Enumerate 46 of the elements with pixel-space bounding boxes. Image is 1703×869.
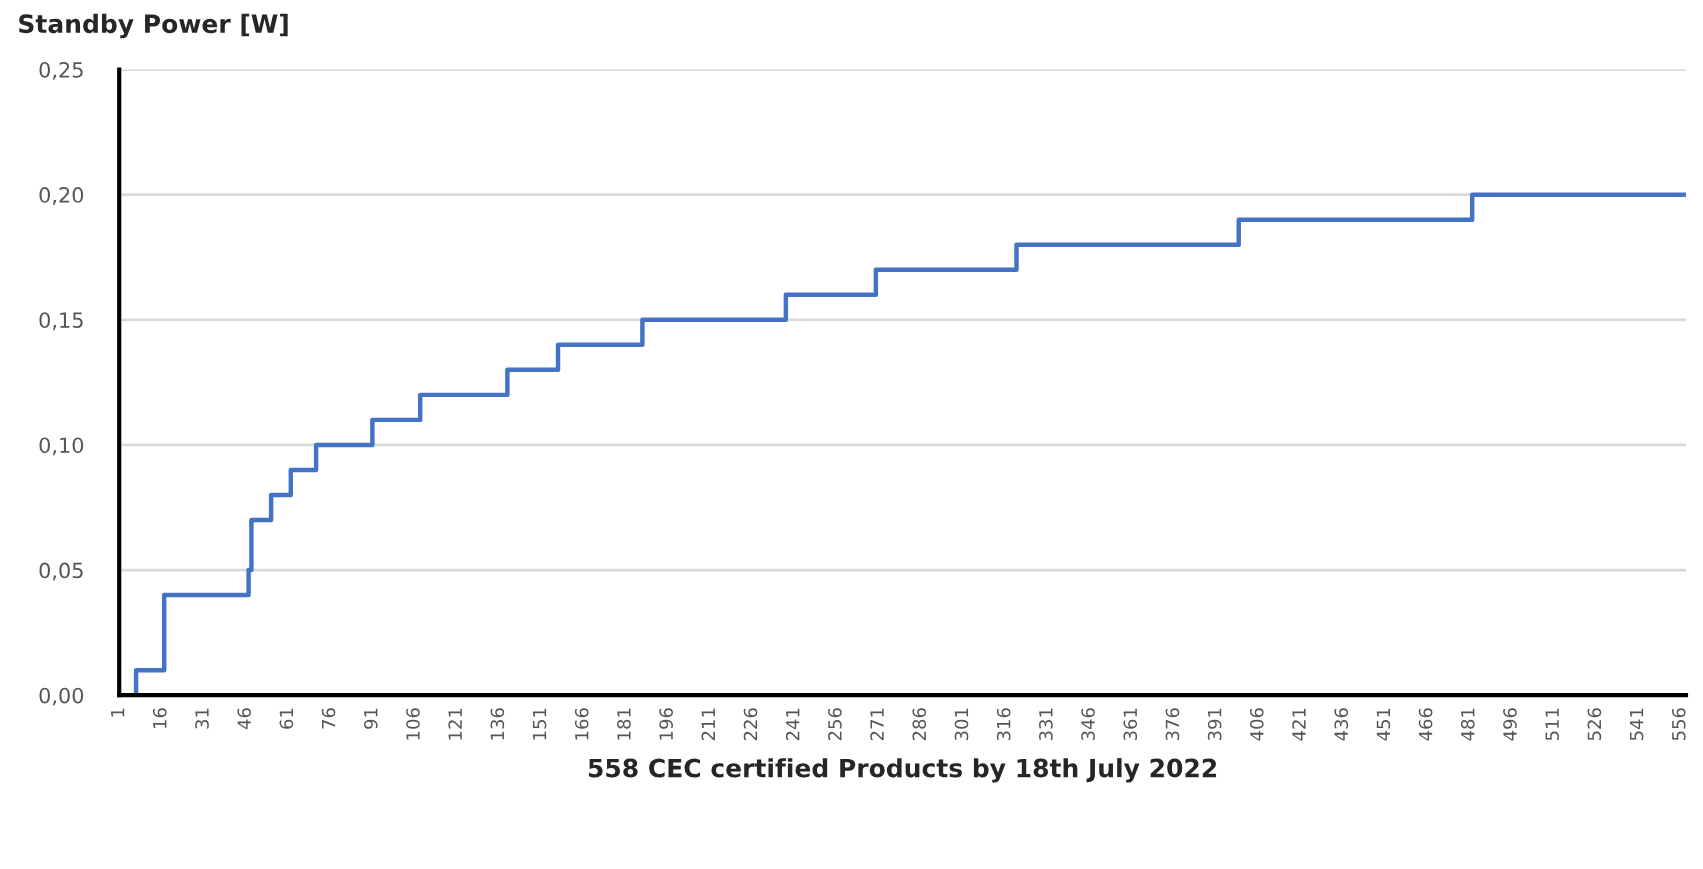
x-tick-label: 91 [363, 708, 378, 729]
x-tick-label: 151 [532, 708, 547, 740]
y-tick-label: 0,00 [39, 687, 84, 706]
x-tick-label: 406 [1250, 708, 1264, 741]
x-tick-label: 271 [870, 708, 884, 741]
x-tick-label: 526 [1587, 708, 1602, 741]
x-axis-title: 558 CEC certified Products by 18th July 2022 [588, 758, 1217, 783]
x-tick-label: 121 [448, 708, 462, 740]
y-tick-label: 0,25 [39, 61, 83, 80]
x-tick-label: 196 [659, 708, 673, 740]
x-tick-label: 376 [1165, 708, 1180, 741]
x-tick-label: 16 [152, 708, 167, 728]
x-tick-label: 496 [1503, 708, 1517, 741]
x-tick-label: 166 [574, 708, 589, 740]
x-tick-label: 286 [912, 708, 927, 741]
x-tick-label: 226 [743, 708, 758, 741]
y-axis-title: Standby Power [W] [19, 13, 288, 39]
x-tick-label: 511 [1545, 708, 1559, 741]
x-tick-label: 466 [1418, 708, 1433, 741]
x-tick-label: 211 [701, 708, 715, 741]
x-tick-label: 1 [111, 708, 125, 717]
x-tick-label: 481 [1460, 708, 1475, 741]
x-tick-label: 436 [1334, 708, 1349, 741]
x-tick-label: 31 [195, 708, 209, 729]
x-tick-label: 541 [1629, 708, 1644, 741]
y-tick-label: 0,20 [39, 187, 84, 205]
x-tick-label: 451 [1376, 708, 1391, 741]
x-tick-label: 301 [954, 708, 969, 741]
x-tick-label: 106 [406, 708, 420, 740]
x-tick-label: 181 [617, 708, 631, 740]
x-tick-label: 241 [785, 708, 800, 741]
x-tick-label: 136 [490, 708, 505, 740]
x-tick-label: 346 [1081, 708, 1095, 741]
x-tick-label: 46 [237, 708, 252, 730]
x-tick-label: 421 [1292, 708, 1306, 741]
x-tick-label: 256 [828, 708, 842, 741]
x-tick-label: 331 [1039, 708, 1053, 741]
y-tick-label: 0,15 [39, 312, 83, 331]
x-tick-label: 556 [1671, 708, 1686, 741]
y-tick-label: 0,10 [39, 437, 84, 456]
x-tick-label: 76 [321, 708, 336, 729]
y-tick-label: 0,05 [39, 562, 83, 581]
x-tick-label: 61 [279, 708, 294, 729]
x-tick-label: 316 [996, 708, 1011, 741]
x-tick-label: 361 [1123, 708, 1138, 741]
x-tick-label: 391 [1207, 708, 1222, 741]
